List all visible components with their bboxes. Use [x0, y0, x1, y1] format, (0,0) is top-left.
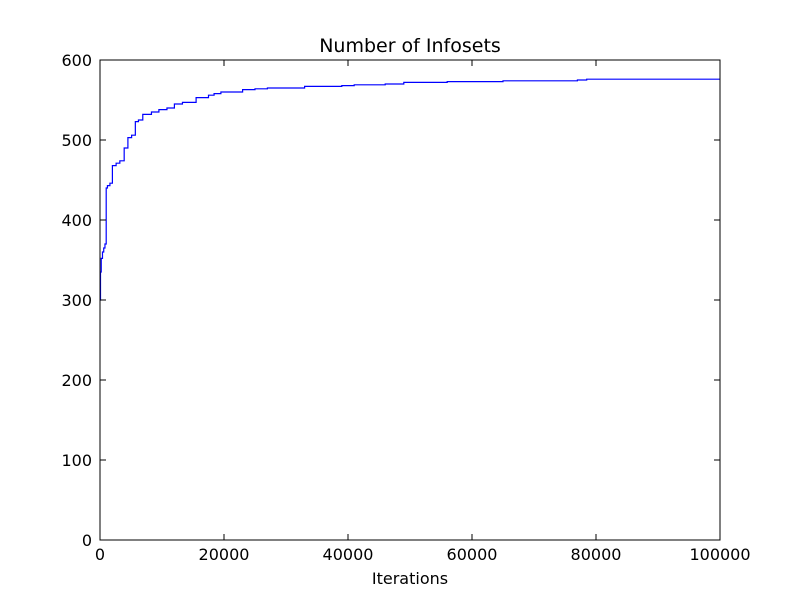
y-tick-label: 600 [61, 51, 92, 70]
y-tick-label: 400 [61, 211, 92, 230]
x-tick-label: 20000 [199, 545, 250, 564]
x-tick-label: 40000 [323, 545, 374, 564]
y-tick-label: 0 [82, 531, 92, 550]
series-line [99, 78, 720, 301]
x-tick-label: 60000 [447, 545, 498, 564]
ticks-layer: 0 20000 40000 60000 80000 100000 0 100 200 300 400… [61, 51, 750, 564]
y-tick-label: 100 [61, 451, 92, 470]
x-tick-label: 0 [95, 545, 105, 564]
y-tick-label: 200 [61, 371, 92, 390]
y-tick-label: 500 [61, 131, 92, 150]
y-tick-label: 300 [61, 291, 92, 310]
chart-title: Number of Infosets [319, 35, 501, 57]
series-layer [99, 78, 720, 301]
x-tick-label: 80000 [571, 545, 622, 564]
x-tick-label: 100000 [689, 545, 750, 564]
x-axis-title: Iterations [372, 569, 448, 588]
plot-frame [99, 59, 721, 541]
